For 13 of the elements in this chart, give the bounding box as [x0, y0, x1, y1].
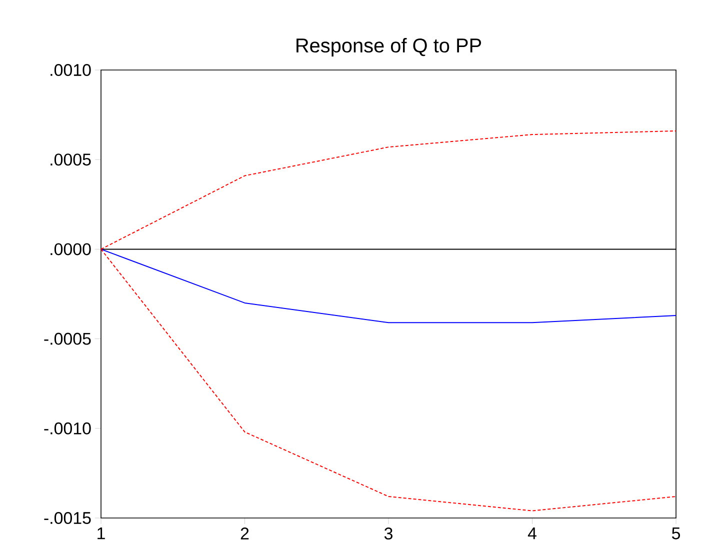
x-tick-label: 3	[384, 528, 392, 540]
x-tick-label: 2	[240, 528, 249, 540]
chart-title: Response of Q to PP	[296, 38, 482, 57]
y-tick-label: .0010	[50, 64, 91, 76]
line-series	[101, 248, 676, 324]
x-tick-label: 5	[672, 528, 680, 540]
y-tick-label: -.0005	[44, 332, 91, 345]
y-tick-label: -.0010	[44, 422, 91, 434]
x-tick-label: 4	[528, 528, 536, 540]
y-tick-label: .0000	[50, 243, 91, 256]
y-tick-label: -.0015	[44, 512, 91, 524]
x-tick-label: 1	[98, 528, 105, 540]
y-tick-label: .0005	[50, 154, 91, 166]
